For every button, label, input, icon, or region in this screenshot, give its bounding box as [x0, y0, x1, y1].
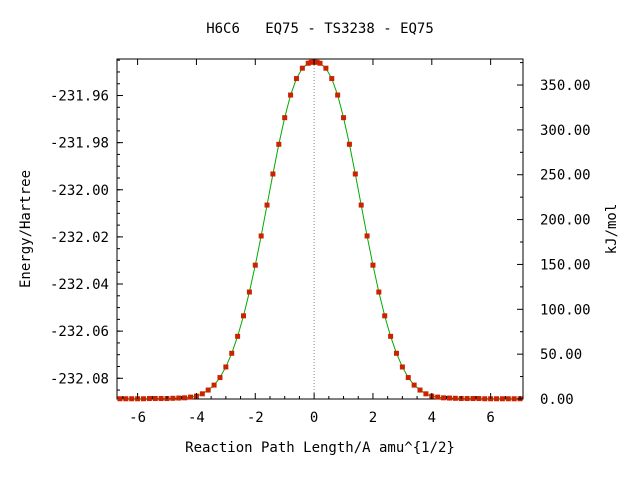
data-point — [470, 396, 476, 402]
data-point — [499, 396, 505, 402]
plot-frame — [116, 58, 524, 400]
data-point — [341, 115, 347, 121]
y-left-tick-label: -232.04 — [50, 277, 109, 293]
data-point — [446, 395, 452, 401]
data-point — [217, 375, 223, 381]
data-point — [129, 396, 135, 402]
data-point — [411, 382, 417, 388]
data-point — [170, 395, 176, 401]
y-right-tick-label: 250.00 — [540, 168, 591, 184]
data-point — [199, 391, 205, 397]
data-point — [388, 333, 394, 339]
data-point — [246, 289, 252, 295]
y-right-tick-label: 0.00 — [540, 392, 574, 408]
y-right-tick-label: 200.00 — [540, 213, 591, 229]
data-point — [382, 313, 388, 319]
data-point — [314, 59, 320, 65]
data-point — [482, 396, 488, 402]
data-point — [241, 313, 247, 319]
y-right-axis-title: kJ/mol — [604, 204, 620, 255]
data-point — [476, 396, 482, 402]
data-point — [288, 92, 294, 98]
data-point — [176, 395, 182, 401]
data-point — [299, 65, 305, 71]
data-point — [417, 387, 423, 393]
data-point — [158, 396, 164, 402]
data-point — [464, 396, 470, 402]
y-left-axis-ticks: -231.96 -231.98 -232.00 -232.02 -232.04 -232.… — [50, 59, 123, 391]
x-tick-label: 6 — [486, 410, 494, 426]
data-point — [393, 350, 399, 356]
data-point — [293, 76, 299, 82]
data-point — [346, 141, 352, 147]
data-point — [270, 171, 276, 177]
x-tick-label: -6 — [129, 410, 146, 426]
data-point — [452, 395, 458, 401]
data-point — [182, 395, 188, 401]
data-point — [352, 171, 358, 177]
plot-border — [116, 58, 524, 400]
y-right-tick-label: 50.00 — [540, 347, 582, 363]
data-point — [188, 394, 194, 400]
y-right-tick-label: 100.00 — [540, 302, 591, 318]
data-point — [317, 60, 323, 66]
y-left-tick-label: -232.06 — [50, 324, 109, 340]
data-point — [441, 395, 447, 401]
data-point — [229, 350, 235, 356]
x-tick-label: -2 — [247, 410, 264, 426]
data-point — [123, 396, 129, 402]
x-tick-label: -4 — [188, 410, 205, 426]
data-point — [258, 233, 264, 239]
data-point — [305, 60, 311, 66]
data-point — [376, 289, 382, 295]
data-point — [211, 382, 217, 388]
data-point — [276, 141, 282, 147]
data-point — [205, 387, 211, 393]
y-left-tick-label: -232.00 — [50, 183, 109, 199]
data-point — [335, 92, 341, 98]
y-right-tick-label: 300.00 — [540, 123, 591, 139]
energy-curve — [119, 61, 521, 400]
data-point — [146, 396, 152, 402]
y-left-tick-label: -232.08 — [50, 371, 109, 387]
x-tick-label: 2 — [369, 410, 377, 426]
x-axis-ticks: -6 -4 -2 0 2 4 6 — [122, 59, 521, 426]
y-left-tick-label: -231.98 — [50, 136, 109, 152]
curve-layer — [119, 61, 521, 400]
data-point — [494, 396, 500, 402]
chart-title: H6C6 EQ75 - TS3238 - EQ75 — [206, 21, 434, 37]
data-point — [152, 396, 158, 402]
y-right-axis-ticks: 350.00 300.00 250.00 200.00 150.00 100.00 50.0… — [517, 62, 591, 408]
data-point — [511, 396, 517, 402]
x-axis-title: Reaction Path Length/A amu^{1/2} — [185, 440, 455, 456]
y-left-tick-label: -232.02 — [50, 230, 109, 246]
x-tick-label: 4 — [428, 410, 436, 426]
data-point — [264, 202, 270, 208]
data-point — [329, 76, 335, 82]
data-point — [370, 262, 376, 268]
data-point — [405, 375, 411, 381]
y-left-axis-title: Energy/Hartree — [18, 170, 34, 288]
x-tick-label: 0 — [310, 410, 318, 426]
data-point — [223, 364, 229, 370]
y-right-tick-label: 150.00 — [540, 257, 591, 273]
data-point — [423, 391, 429, 397]
data-point — [308, 59, 314, 65]
data-point — [140, 396, 146, 402]
data-point — [364, 233, 370, 239]
data-point — [252, 262, 258, 268]
points-layer — [117, 59, 523, 402]
data-point — [282, 115, 288, 121]
data-point — [399, 364, 405, 370]
data-point — [235, 333, 241, 339]
y-right-tick-label: 350.00 — [540, 78, 591, 94]
data-point — [505, 396, 511, 402]
data-point — [435, 394, 441, 400]
data-point — [358, 202, 364, 208]
y-left-tick-label: -231.96 — [50, 89, 109, 105]
data-point — [323, 65, 329, 71]
data-point — [117, 396, 123, 402]
